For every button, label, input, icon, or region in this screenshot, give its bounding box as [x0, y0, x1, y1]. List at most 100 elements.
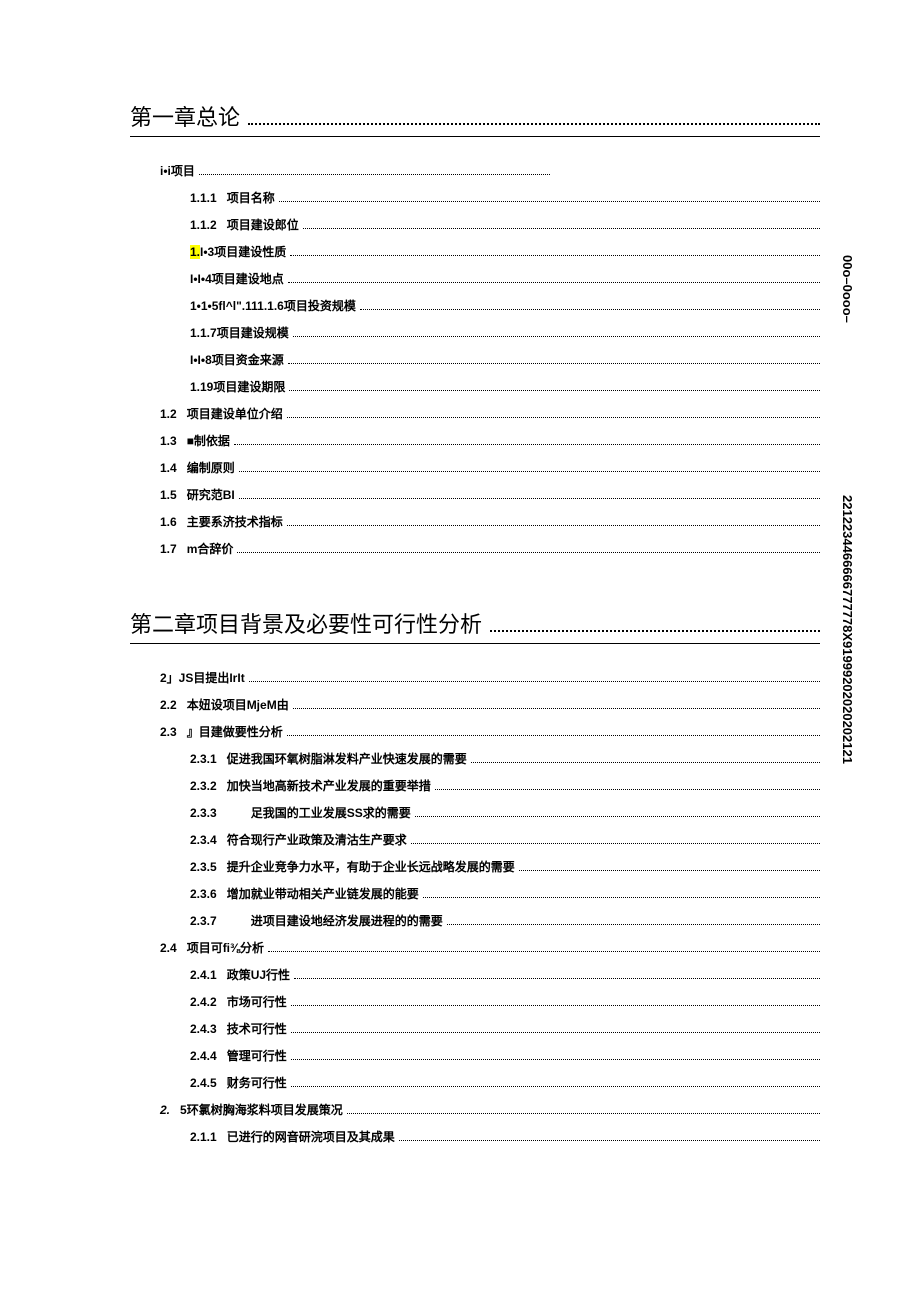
- toc-line: 2.4.4管理可行性: [190, 1047, 820, 1064]
- toc-dots: [287, 525, 820, 526]
- toc-label: I•3项目建设性质: [200, 243, 286, 260]
- toc-label: 5环氯树胸海浆料项目发展策况: [180, 1101, 343, 1118]
- toc-line: i•i项目: [160, 162, 590, 179]
- toc-dots: [471, 762, 820, 763]
- toc-label: 财务可行性: [227, 1074, 287, 1091]
- toc-line: I•I•4项目建设地点: [190, 270, 820, 287]
- chapter1-title-dots: [248, 123, 820, 125]
- toc-label: 主要系济技术指标: [187, 513, 283, 530]
- side-text-2: 2212234466666777778X91999202020202121: [840, 495, 855, 764]
- chapter2-toc-list: 2」JS目提出IrIt2.2本妞设项目MjeM由2.3』目建做要性分析2.3.1…: [130, 669, 820, 1145]
- toc-dots: [447, 924, 820, 925]
- toc-label: 符合现行产业政策及清沽生产要求: [227, 831, 407, 848]
- toc-dots: [288, 363, 820, 364]
- chapter2-title: 第二章项目背景及必要性可行性分析: [130, 607, 820, 639]
- toc-line: 2.4.5 财务可行性: [190, 1074, 820, 1091]
- toc-label: 管理可行性: [227, 1047, 287, 1064]
- chapter1-underline: [130, 136, 820, 137]
- toc-dots: [289, 390, 820, 391]
- toc-number: 1.4: [160, 461, 177, 475]
- toc-line: 1.1.2项目建设郎位: [190, 216, 820, 233]
- toc-label: i•i项目: [160, 162, 195, 179]
- toc-highlight: 1.: [190, 245, 200, 259]
- toc-line: 1.7 m合辞价: [160, 540, 820, 557]
- toc-label: 1.1.7项目建设规模: [190, 324, 289, 341]
- toc-number: 2.4.5: [190, 1076, 217, 1090]
- toc-number: 2.2: [160, 698, 177, 712]
- chapter2-title-text: 第二章项目背景及必要性可行性分析: [130, 607, 482, 639]
- toc-dots: [294, 978, 820, 979]
- toc-dots: [199, 174, 550, 175]
- toc-label: 』目建做要性分析: [187, 723, 283, 740]
- toc-label: 政策UJ行性: [227, 966, 290, 983]
- toc-label: 促进我国环氧树脂淋发料产业快速发展的需要: [227, 750, 467, 767]
- toc-line: 2.4.3技术可行性: [190, 1020, 820, 1037]
- toc-number: 2.3.1: [190, 752, 217, 766]
- toc-line: 1.3■制依据: [160, 432, 820, 449]
- toc-dots: [435, 789, 820, 790]
- toc-line: 1.4 编制原则: [160, 459, 820, 476]
- toc-dots: [291, 1032, 820, 1033]
- toc-number: 1.7: [160, 542, 177, 556]
- chapter1-title: 第一章总论: [130, 100, 820, 132]
- toc-number: 2.4.1: [190, 968, 217, 982]
- toc-number: 1.2: [160, 407, 177, 421]
- toc-dots: [249, 681, 820, 682]
- toc-dots: [287, 735, 820, 736]
- toc-dots: [279, 201, 820, 202]
- toc-label: 市场可行性: [227, 993, 287, 1010]
- toc-line: 2.3.2加快当地高新技术产业发展的重要举措: [190, 777, 820, 794]
- toc-number: 1.5: [160, 488, 177, 502]
- chapter1-title-text: 第一章总论: [130, 100, 240, 132]
- toc-line: 2.1.1 已进行的网音研浣项目及其成果: [190, 1128, 820, 1145]
- toc-line: 2. 5环氯树胸海浆料项目发展策况: [160, 1101, 820, 1118]
- toc-dots: [423, 897, 820, 898]
- toc-label: 增加就业带动相关产业链发展的能要: [227, 885, 419, 902]
- toc-line: 1.19项目建设期限: [190, 378, 820, 395]
- toc-label: 已进行的网音研浣项目及其成果: [227, 1128, 395, 1145]
- toc-line: 2.4.2 市场可行性: [190, 993, 820, 1010]
- toc-label: 提升企业竞争力水平，有助于企业长远战略发展的需要: [227, 858, 515, 875]
- toc-number: 2.1.1: [190, 1130, 217, 1144]
- chapter1-toc-list: i•i项目 1.1.1项目名称 1.1.2项目建设郎位 1.I•3项目建设性质 I•I•…: [130, 162, 820, 557]
- toc-line: 2.3.4 符合现行产业政策及清沽生产要求: [190, 831, 820, 848]
- toc-number: 2.3.7: [190, 914, 217, 928]
- toc-dots: [411, 843, 820, 844]
- toc-label: 1•1•5fl^l".111.1.6项目投资规模: [190, 297, 356, 314]
- toc-label: 本妞设项目MjeM由: [187, 696, 289, 713]
- toc-line: 2.3.6增加就业带动相关产业链发展的能要: [190, 885, 820, 902]
- toc-label: 加快当地高新技术产业发展的重要举措: [227, 777, 431, 794]
- toc-number: 1.6: [160, 515, 177, 529]
- toc-dots: [347, 1113, 820, 1114]
- toc-dots: [303, 228, 820, 229]
- toc-label: 编制原则: [187, 459, 235, 476]
- toc-line: 1.2项目建设单位介绍: [160, 405, 820, 422]
- toc-line: 1.6 主要系济技术指标: [160, 513, 820, 530]
- toc-number: 2.3.3: [190, 806, 217, 820]
- toc-dots: [291, 1086, 820, 1087]
- toc-number: 1.1.2: [190, 218, 217, 232]
- toc-number: 2.: [160, 1103, 170, 1117]
- toc-label: 技术可行性: [227, 1020, 287, 1037]
- toc-dots: [291, 1059, 820, 1060]
- toc-dots: [290, 255, 820, 256]
- toc-line: 2.3.5 提升企业竞争力水平，有助于企业长远战略发展的需要: [190, 858, 820, 875]
- toc-line: 1.I•3项目建设性质: [190, 243, 820, 260]
- toc-label: I•I•4项目建设地点: [190, 270, 284, 287]
- toc-number: 2.3.4: [190, 833, 217, 847]
- toc-dots: [237, 552, 820, 553]
- toc-line: 2」JS目提出IrIt: [160, 669, 820, 686]
- toc-line: 2.4项目可fi⅜分析: [160, 939, 820, 956]
- toc-label: m合辞价: [187, 540, 234, 557]
- toc-number: 2.4: [160, 941, 177, 955]
- toc-line: I•I•8项目资金来源: [190, 351, 820, 368]
- toc-dots: [268, 951, 820, 952]
- toc-dots: [239, 471, 820, 472]
- toc-line: 1.1.1项目名称: [190, 189, 820, 206]
- toc-label: 进项目建设地经济发展进程的的需要: [227, 912, 443, 929]
- toc-number: 2.3.5: [190, 860, 217, 874]
- toc-dots: [399, 1140, 820, 1141]
- toc-number: 2.4.2: [190, 995, 217, 1009]
- toc-number: 1.3: [160, 434, 177, 448]
- toc-dots: [415, 816, 820, 817]
